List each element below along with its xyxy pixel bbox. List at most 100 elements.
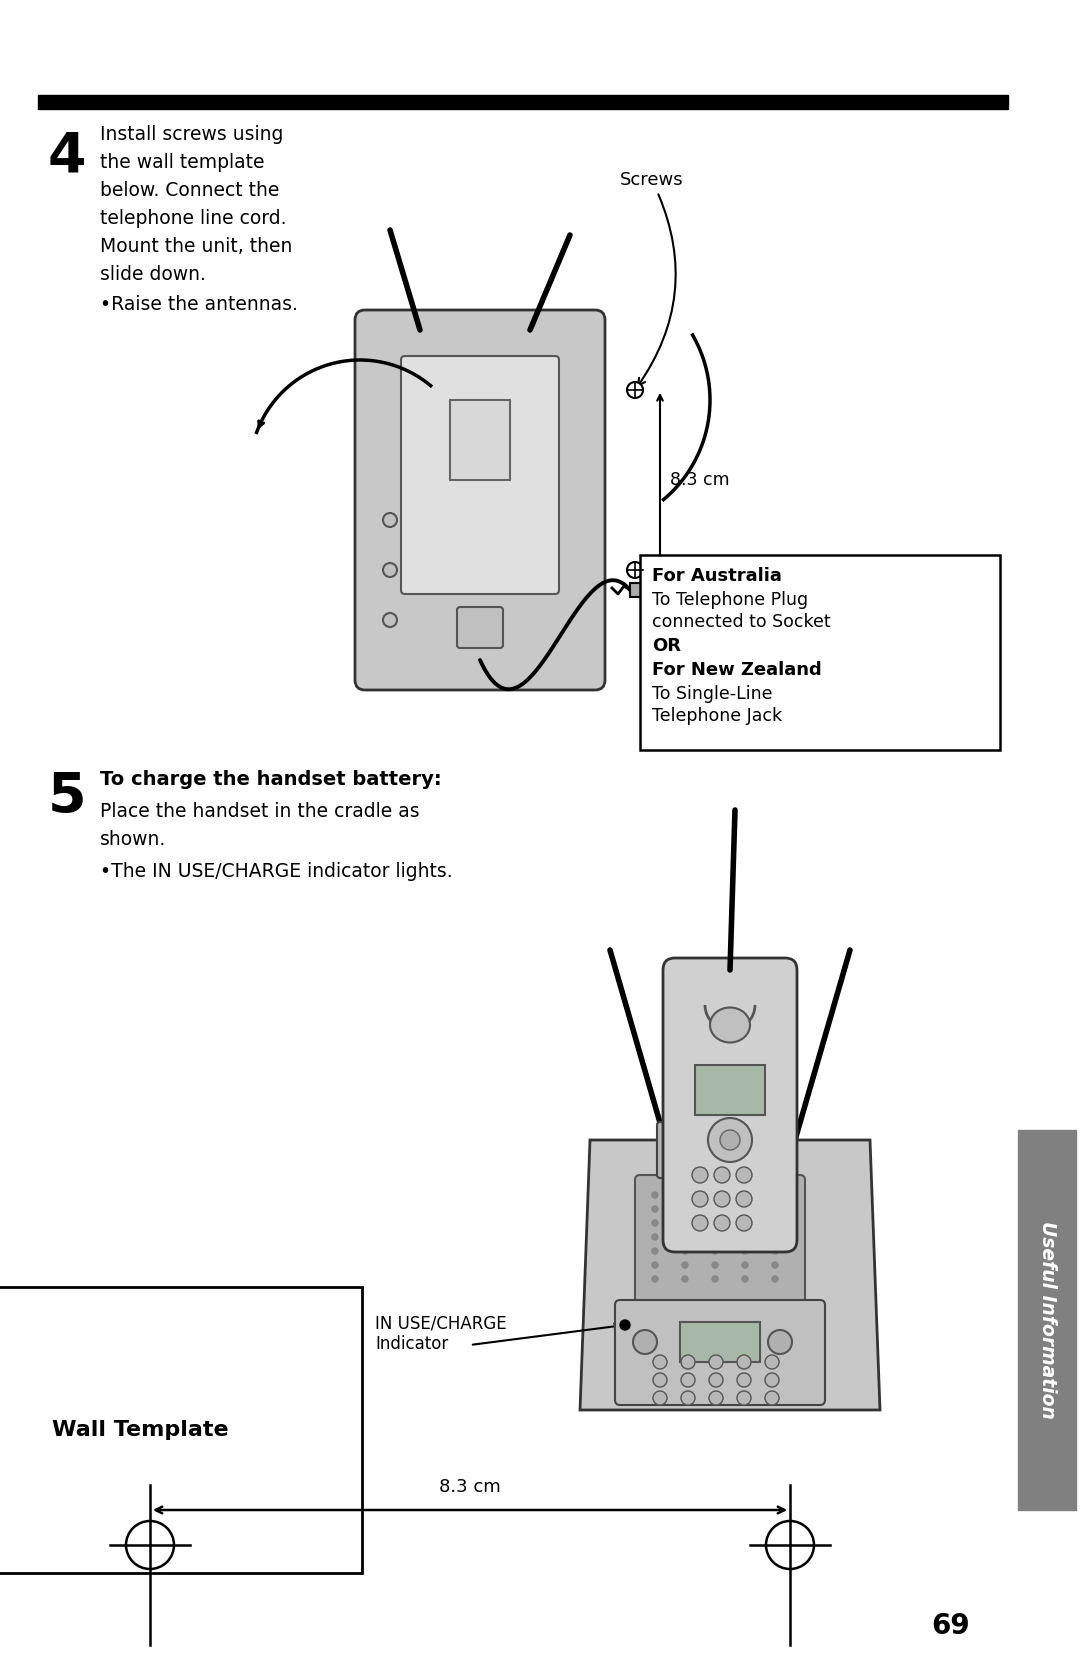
Circle shape xyxy=(712,1277,718,1282)
Circle shape xyxy=(765,1355,779,1369)
Circle shape xyxy=(653,1390,667,1405)
Text: For Australia: For Australia xyxy=(652,567,782,586)
Circle shape xyxy=(652,1192,658,1198)
Text: below. Connect the: below. Connect the xyxy=(100,180,280,200)
Circle shape xyxy=(692,1192,708,1207)
Text: For New Zealand: For New Zealand xyxy=(652,661,822,679)
Circle shape xyxy=(735,1192,752,1207)
Circle shape xyxy=(681,1207,688,1212)
FancyBboxPatch shape xyxy=(635,1175,805,1305)
Text: Screws: Screws xyxy=(620,170,684,386)
Circle shape xyxy=(653,1374,667,1387)
Text: Mount the unit, then: Mount the unit, then xyxy=(100,237,293,255)
Text: Indicator: Indicator xyxy=(375,1335,448,1354)
Text: IN USE/CHARGE: IN USE/CHARGE xyxy=(375,1314,507,1332)
Circle shape xyxy=(627,562,643,577)
Text: shown.: shown. xyxy=(100,829,166,850)
Text: 8.3 cm: 8.3 cm xyxy=(670,471,730,489)
Circle shape xyxy=(742,1220,748,1227)
Circle shape xyxy=(742,1207,748,1212)
Circle shape xyxy=(652,1207,658,1212)
Text: •Raise the antennas.: •Raise the antennas. xyxy=(100,295,298,314)
Circle shape xyxy=(712,1192,718,1198)
Circle shape xyxy=(712,1207,718,1212)
Circle shape xyxy=(735,1215,752,1232)
Circle shape xyxy=(720,1130,740,1150)
Circle shape xyxy=(708,1374,723,1387)
Circle shape xyxy=(742,1262,748,1268)
Circle shape xyxy=(772,1220,778,1227)
Circle shape xyxy=(681,1355,696,1369)
FancyBboxPatch shape xyxy=(401,355,559,594)
Text: Useful Information: Useful Information xyxy=(1038,1222,1056,1419)
Text: 8.3 cm: 8.3 cm xyxy=(440,1479,501,1495)
Circle shape xyxy=(714,1215,730,1232)
FancyBboxPatch shape xyxy=(657,1122,783,1178)
Text: To Telephone Plug: To Telephone Plug xyxy=(652,591,808,609)
Text: connected to Socket: connected to Socket xyxy=(652,613,831,631)
Circle shape xyxy=(708,1390,723,1405)
Circle shape xyxy=(737,1374,751,1387)
Circle shape xyxy=(737,1355,751,1369)
FancyBboxPatch shape xyxy=(615,1300,825,1405)
Text: To Single-Line: To Single-Line xyxy=(652,684,772,703)
Bar xyxy=(696,1065,765,1115)
Circle shape xyxy=(627,382,643,397)
Circle shape xyxy=(652,1262,658,1268)
Circle shape xyxy=(772,1262,778,1268)
FancyBboxPatch shape xyxy=(355,310,605,689)
Circle shape xyxy=(652,1248,658,1253)
Circle shape xyxy=(766,1520,814,1569)
Circle shape xyxy=(737,1390,751,1405)
Text: 5: 5 xyxy=(48,769,86,824)
Circle shape xyxy=(772,1207,778,1212)
Circle shape xyxy=(620,1320,630,1330)
FancyBboxPatch shape xyxy=(663,958,797,1252)
Circle shape xyxy=(765,1374,779,1387)
Circle shape xyxy=(714,1167,730,1183)
Circle shape xyxy=(692,1167,708,1183)
Text: 69: 69 xyxy=(931,1612,970,1641)
Circle shape xyxy=(652,1233,658,1240)
Bar xyxy=(680,1322,760,1362)
Polygon shape xyxy=(580,1140,880,1410)
Text: slide down.: slide down. xyxy=(100,265,206,284)
Circle shape xyxy=(681,1262,688,1268)
Circle shape xyxy=(383,512,397,527)
Circle shape xyxy=(742,1233,748,1240)
Circle shape xyxy=(681,1390,696,1405)
FancyBboxPatch shape xyxy=(640,556,1000,749)
Circle shape xyxy=(712,1220,718,1227)
Ellipse shape xyxy=(710,1008,750,1043)
Bar xyxy=(450,401,510,481)
Text: To charge the handset battery:: To charge the handset battery: xyxy=(100,769,442,789)
Circle shape xyxy=(712,1233,718,1240)
Circle shape xyxy=(692,1215,708,1232)
Circle shape xyxy=(708,1355,723,1369)
Text: telephone line cord.: telephone line cord. xyxy=(100,209,286,229)
Circle shape xyxy=(768,1330,792,1354)
Circle shape xyxy=(772,1277,778,1282)
Circle shape xyxy=(652,1277,658,1282)
Circle shape xyxy=(681,1220,688,1227)
Bar xyxy=(630,582,650,598)
Circle shape xyxy=(772,1192,778,1198)
Circle shape xyxy=(742,1277,748,1282)
Text: Install screws using: Install screws using xyxy=(100,125,283,144)
Circle shape xyxy=(383,613,397,628)
Circle shape xyxy=(633,1330,657,1354)
Text: 4: 4 xyxy=(48,130,86,184)
Circle shape xyxy=(652,1220,658,1227)
Text: Place the handset in the cradle as: Place the handset in the cradle as xyxy=(100,803,420,821)
Circle shape xyxy=(681,1233,688,1240)
Circle shape xyxy=(772,1233,778,1240)
Circle shape xyxy=(681,1248,688,1253)
Circle shape xyxy=(681,1192,688,1198)
Text: Telephone Jack: Telephone Jack xyxy=(652,708,782,724)
Bar xyxy=(38,95,1008,108)
Circle shape xyxy=(653,1355,667,1369)
Circle shape xyxy=(126,1520,174,1569)
Text: the wall template: the wall template xyxy=(100,154,265,172)
FancyBboxPatch shape xyxy=(457,608,503,648)
Circle shape xyxy=(681,1277,688,1282)
